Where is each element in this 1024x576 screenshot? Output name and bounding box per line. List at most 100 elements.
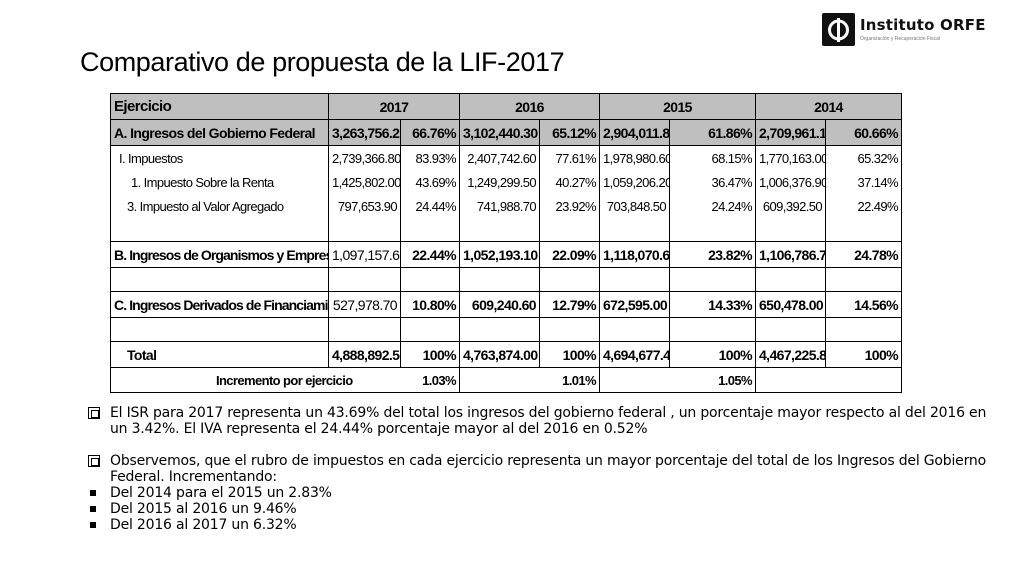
- cell: 3,102,440.30: [459, 119, 540, 146]
- bullet-text: Del 2015 al 2016 un 9.46%: [110, 501, 297, 517]
- table-spacer-row: [110, 317, 902, 342]
- cell: 100%: [669, 341, 756, 368]
- header-label: Ejercicio: [110, 93, 329, 120]
- table-row: 3. Impuesto al Valor Agregado 797,653.90…: [110, 194, 902, 218]
- cell: 797,653.90: [328, 194, 401, 218]
- increment-row: Incremento por ejercicio 1.03% 1.01% 1.0…: [110, 367, 902, 393]
- logo: Instituto ORFE Organización y Recuperaci…: [822, 13, 992, 49]
- bullet-text: Del 2014 para el 2015 un 2.83%: [110, 485, 332, 501]
- row-label: 3. Impuesto al Valor Agregado: [110, 194, 329, 218]
- increment-value: 1.05%: [669, 367, 756, 393]
- comparison-table: Ejercicio 2017 2016 2015 2014 A. Ingreso…: [110, 93, 902, 401]
- cell: 36.47%: [669, 170, 756, 194]
- bullet-item: Del 2015 al 2016 un 9.46%: [88, 501, 988, 517]
- cell: 61.86%: [669, 119, 756, 146]
- cell: 741,988.70: [459, 194, 540, 218]
- bullet-text: Del 2016 al 2017 un 6.32%: [110, 517, 297, 533]
- header-year: 2014: [755, 93, 902, 120]
- cell: 22.09%: [539, 241, 600, 268]
- cell: 22.44%: [400, 241, 460, 268]
- cell: 66.76%: [400, 119, 460, 146]
- cell: 1,118,070.60: [599, 241, 670, 268]
- increment-value: 1.01%: [539, 367, 600, 393]
- cell: 672,595.00: [599, 291, 670, 318]
- logo-name: Instituto ORFE: [860, 16, 986, 34]
- cell: 1,106,786.70: [755, 241, 826, 268]
- cell: 2,904,011.80: [599, 119, 670, 146]
- cell: 4,888,892.50: [328, 341, 401, 368]
- cell: 4,763,874.00: [459, 341, 540, 368]
- row-label: 1. Impuesto Sobre la Renta: [110, 170, 329, 194]
- square-bullet-icon: [90, 506, 96, 512]
- table-header-row: Ejercicio 2017 2016 2015 2014: [110, 93, 902, 120]
- cell: 1,006,376.90: [755, 170, 826, 194]
- cell: 1,425,802.00: [328, 170, 401, 194]
- row-label: Total: [110, 341, 329, 368]
- header-year: 2016: [459, 93, 600, 120]
- cell: 1,770,163.00: [755, 145, 826, 170]
- table-row: C. Ingresos Derivados de Financiamiento …: [110, 291, 902, 318]
- cell: 10.80%: [400, 291, 460, 318]
- cell: 40.27%: [539, 170, 600, 194]
- cell: 22.49%: [825, 194, 902, 218]
- row-label: C. Ingresos Derivados de Financiamiento: [110, 291, 329, 318]
- checkbox-bullet-icon: [88, 407, 100, 419]
- cell: 65.32%: [825, 145, 902, 170]
- cell: 23.92%: [539, 194, 600, 218]
- cell: 1,978,980.60: [599, 145, 670, 170]
- cell: 24.24%: [669, 194, 756, 218]
- cell: 60.66%: [825, 119, 902, 146]
- bullet-item: Del 2014 para el 2015 un 2.83%: [88, 485, 988, 501]
- cell: 23.82%: [669, 241, 756, 268]
- cell: 1,097,157.60: [328, 241, 401, 268]
- cell: 527,978.70: [328, 291, 401, 318]
- table-row: I. Impuestos 2,739,366.80 83.93% 2,407,7…: [110, 145, 902, 170]
- row-label: B. Ingresos de Organismos y Empresas: [110, 241, 329, 268]
- cell: 1,052,193.10: [459, 241, 540, 268]
- cell: 14.56%: [825, 291, 902, 318]
- cell: 100%: [539, 341, 600, 368]
- note-text: El ISR para 2017 representa un 43.69% de…: [110, 405, 987, 437]
- notes: El ISR para 2017 representa un 43.69% de…: [88, 405, 988, 533]
- cell: 703,848.50: [599, 194, 670, 218]
- cell: 37.14%: [825, 170, 902, 194]
- square-bullet-icon: [90, 490, 96, 496]
- square-bullet-icon: [90, 522, 96, 528]
- logo-tagline: Organización y Recuperación Fiscal: [860, 36, 941, 42]
- increment-value: 1.03%: [400, 367, 460, 393]
- increment-label: Incremento por ejercicio: [110, 367, 401, 393]
- header-year: 2017: [328, 93, 460, 120]
- cell: 12.79%: [539, 291, 600, 318]
- checkbox-bullet-icon: [88, 455, 100, 467]
- cell: 100%: [825, 341, 902, 368]
- logo-mark-icon: [822, 13, 855, 46]
- cell: 77.61%: [539, 145, 600, 170]
- cell: 43.69%: [400, 170, 460, 194]
- cell: 609,392.50: [755, 194, 826, 218]
- cell: 83.93%: [400, 145, 460, 170]
- table-spacer-row: [110, 267, 902, 292]
- cell: 2,407,742.60: [459, 145, 540, 170]
- row-label: A. Ingresos del Gobierno Federal: [110, 119, 329, 146]
- cell: 68.15%: [669, 145, 756, 170]
- cell: 2,739,366.80: [328, 145, 401, 170]
- table-row: A. Ingresos del Gobierno Federal 3,263,7…: [110, 119, 902, 146]
- note-item: El ISR para 2017 representa un 43.69% de…: [88, 405, 988, 437]
- cell: 65.12%: [539, 119, 600, 146]
- note-text: Observemos, que el rubro de impuestos en…: [110, 453, 986, 485]
- cell: 2,709,961.10: [755, 119, 826, 146]
- cell: 4,694,677.40: [599, 341, 670, 368]
- cell: 3,263,756.20: [328, 119, 401, 146]
- cell: 4,467,225.80: [755, 341, 826, 368]
- cell: 1,249,299.50: [459, 170, 540, 194]
- table-row: Total 4,888,892.50 100% 4,763,874.00 100…: [110, 341, 902, 368]
- cell: 14.33%: [669, 291, 756, 318]
- table-row: 1. Impuesto Sobre la Renta 1,425,802.00 …: [110, 170, 902, 194]
- header-year: 2015: [599, 93, 756, 120]
- cell: 24.44%: [400, 194, 460, 218]
- cell: 100%: [400, 341, 460, 368]
- table-row: B. Ingresos de Organismos y Empresas 1,0…: [110, 241, 902, 268]
- note-item: Observemos, que el rubro de impuestos en…: [88, 453, 988, 485]
- page-title: Comparativo de propuesta de la LIF-2017: [80, 47, 565, 77]
- table-spacer-row: [110, 218, 902, 242]
